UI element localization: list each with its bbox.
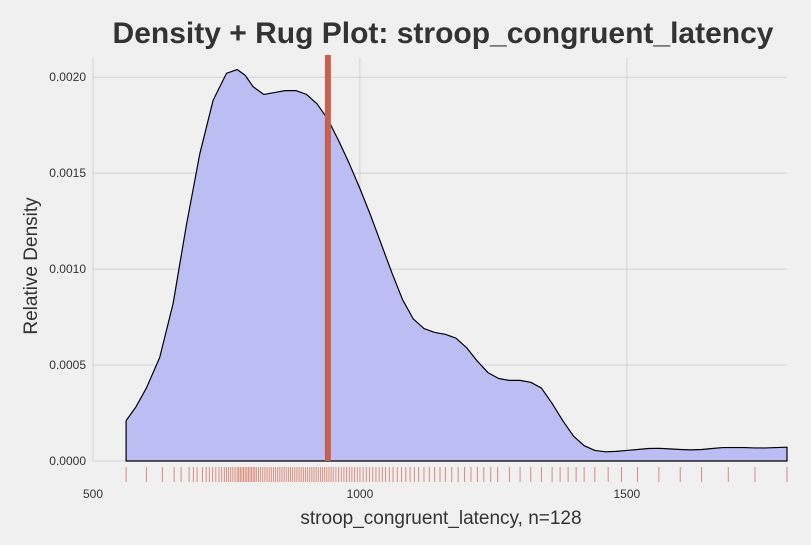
y-tick-label: 0.0020 <box>49 70 86 84</box>
y-tick-label: 0.0000 <box>49 454 86 468</box>
chart-title: Density + Rug Plot: stroop_congruent_lat… <box>113 17 774 50</box>
x-tick-labels: 500 1000 1500 <box>83 487 641 501</box>
rug-marks <box>125 467 788 482</box>
x-axis-title: stroop_congruent_latency, n=128 <box>300 508 581 529</box>
y-tick-label: 0.0015 <box>49 166 86 180</box>
y-tick-label: 0.0010 <box>49 262 86 276</box>
y-tick-label: 0.0005 <box>49 358 86 372</box>
x-tick-label: 1000 <box>347 487 374 501</box>
density-area <box>125 68 788 462</box>
x-tick-label: 1500 <box>613 487 640 501</box>
density-curve <box>125 68 788 462</box>
x-tick-label: 500 <box>83 487 103 501</box>
y-tick-labels: 0.0000 0.0005 0.0010 0.0015 0.0020 <box>49 70 86 468</box>
y-axis-title: Relative Density <box>21 197 42 335</box>
